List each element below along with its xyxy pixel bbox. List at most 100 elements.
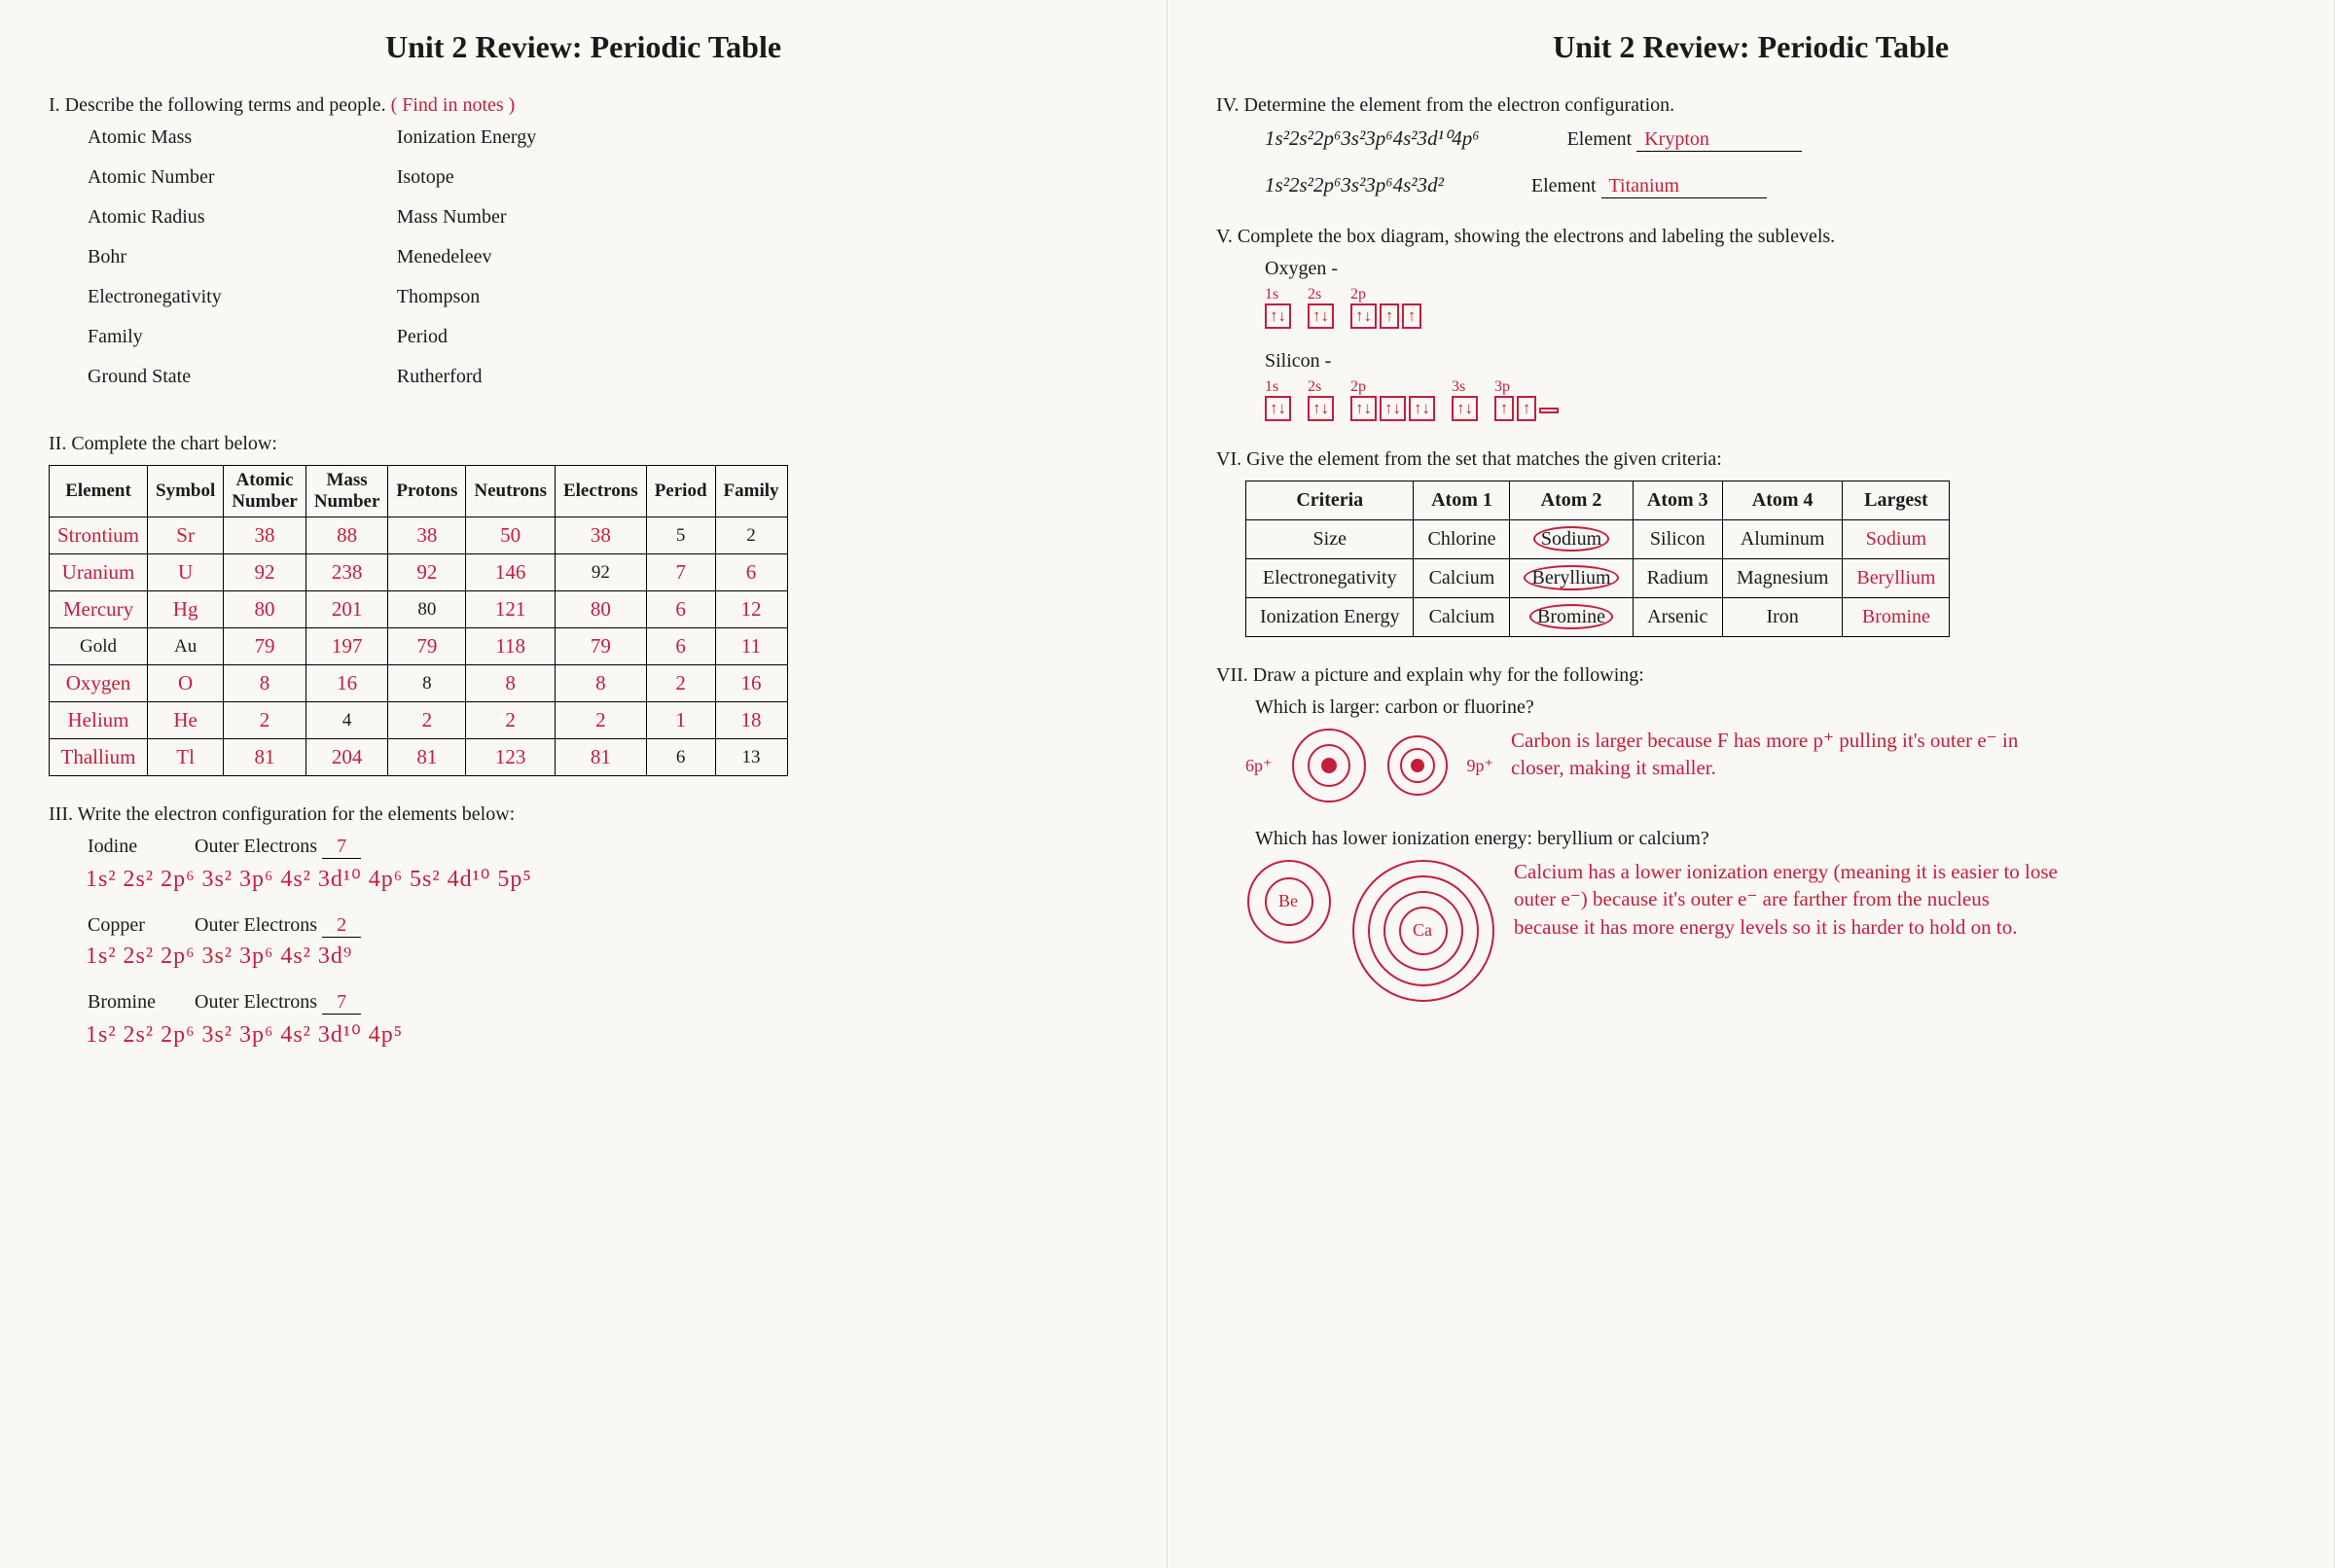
crit-cell: Chlorine (1414, 520, 1510, 559)
q1-label-left: 6p⁺ (1245, 756, 1273, 776)
table-cell: 92 (388, 554, 466, 591)
fluorine-atom (1385, 733, 1450, 798)
table-cell: 80 (224, 591, 306, 628)
s1-head: I. Describe the following terms and peop… (49, 94, 1118, 117)
s5-head: V. Complete the box diagram, showing the… (1216, 226, 2285, 248)
table-cell: 201 (305, 591, 388, 628)
crit-header: Largest (1843, 481, 1950, 520)
orbital-group: 2p↑↓↑↑ (1350, 286, 1424, 329)
orbital-label: 2p (1350, 378, 1438, 396)
table-header: MassNumber (305, 466, 388, 517)
orbital-box: ↑↓ (1350, 303, 1377, 329)
table-cell: Sr (148, 517, 224, 554)
table-header: Electrons (555, 466, 646, 517)
crit-row: SizeChlorineSodiumSiliconAluminumSodium (1246, 520, 1950, 559)
crit-cell: Bromine (1510, 598, 1633, 637)
orbital-group: 2p↑↓↑↓↑↓ (1350, 378, 1438, 421)
table-cell: 38 (555, 517, 646, 554)
crit-cell: Beryllium (1510, 559, 1633, 598)
crit-cell: Iron (1722, 598, 1842, 637)
table-cell: 12 (715, 591, 787, 628)
s7-row2: Be Ca Calcium has a lower ionization ene… (1245, 858, 2285, 1004)
table-cell: 38 (224, 517, 306, 554)
element-label: Element Titanium (1531, 175, 1767, 198)
crit-cell: Bromine (1843, 598, 1950, 637)
table-cell: Mercury (50, 591, 148, 628)
table-cell: Uranium (50, 554, 148, 591)
table-cell: 11 (715, 628, 787, 665)
table-cell: 8 (224, 665, 306, 702)
orbital-group: 3s↑↓ (1452, 378, 1481, 421)
beryllium-atom: Be (1245, 858, 1333, 945)
table-cell: Tl (148, 739, 224, 776)
table-cell: 121 (466, 591, 556, 628)
crit-cell: Size (1246, 520, 1414, 559)
table-cell: Oxygen (50, 665, 148, 702)
crit-cell: Electronegativity (1246, 559, 1414, 598)
s1-handnote: ( Find in notes ) (391, 94, 516, 116)
page-left: Unit 2 Review: Periodic Table I. Describ… (0, 0, 1168, 1568)
table-header: Neutrons (466, 466, 556, 517)
table-cell: 118 (466, 628, 556, 665)
orbital-diagram: 1s↑↓2s↑↓2p↑↓↑↑ (1265, 286, 2285, 329)
table-cell: Hg (148, 591, 224, 628)
crit-cell: Arsenic (1633, 598, 1722, 637)
table-cell: O (148, 665, 224, 702)
section-7: VII. Draw a picture and explain why for … (1216, 664, 2285, 1004)
econf-item: BromineOuter Electrons 7 (49, 991, 1118, 1015)
table-cell: Helium (50, 702, 148, 739)
table-cell: 2 (555, 702, 646, 739)
s2-head: II. Complete the chart below: (49, 433, 1118, 455)
table-cell: 38 (388, 517, 466, 554)
orbital-box: ↑↓ (1265, 303, 1291, 329)
table-cell: 6 (646, 739, 715, 776)
s7-a2: Calcium has a lower ionization energy (m… (1514, 858, 2059, 941)
term-item: Isotope (397, 166, 536, 189)
orbital-box: ↑↓ (1350, 396, 1377, 421)
s4-row: 1s²2s²2p⁶3s²3p⁶4s²3d²Element Titanium (1265, 173, 2285, 198)
orbital-box (1539, 408, 1559, 413)
table-cell: 197 (305, 628, 388, 665)
econf-config: 1s² 2s² 2p⁶ 3s² 3p⁶ 4s² 3d⁹ (86, 944, 1118, 970)
orbital-box: ↑↓ (1380, 396, 1406, 421)
terms-left: Atomic MassAtomic NumberAtomic RadiusBoh… (88, 126, 222, 406)
table-row: ThalliumTl812048112381613 (50, 739, 788, 776)
table-cell: 79 (555, 628, 646, 665)
table-header: Period (646, 466, 715, 517)
orbital-label: 1s (1265, 286, 1294, 303)
be-label: Be (1278, 891, 1298, 911)
crit-row: Ionization EnergyCalciumBromineArsenicIr… (1246, 598, 1950, 637)
table-row: GoldAu791977911879611 (50, 628, 788, 665)
q1-label-right: 9p⁺ (1467, 756, 1494, 776)
orbital-label: 1s (1265, 378, 1294, 396)
table-row: UraniumU92238921469276 (50, 554, 788, 591)
s7-q1: Which is larger: carbon or fluorine? (1255, 696, 2285, 719)
term-item: Atomic Number (88, 166, 222, 189)
table-cell: 2 (646, 665, 715, 702)
orbital-diagram: 1s↑↓2s↑↓2p↑↓↑↓↑↓3s↑↓3p↑↑ (1265, 378, 2285, 421)
table-cell: 79 (224, 628, 306, 665)
table-cell: 4 (305, 702, 388, 739)
orbital-group: 2s↑↓ (1308, 378, 1337, 421)
section-1: I. Describe the following terms and peop… (49, 94, 1118, 406)
table-cell: 16 (715, 665, 787, 702)
term-item: Period (397, 326, 536, 348)
electron-formula: 1s²2s²2p⁶3s²3p⁶4s²3d¹⁰4p⁶ (1265, 126, 1480, 151)
table-cell: U (148, 554, 224, 591)
term-item: Family (88, 326, 222, 348)
element-label: Element Krypton (1567, 128, 1803, 152)
crit-row: ElectronegativityCalciumBerylliumRadiumM… (1246, 559, 1950, 598)
table-cell: 16 (305, 665, 388, 702)
orbital-label: 3p (1494, 378, 1562, 396)
s1-head-text: I. Describe the following terms and peop… (49, 94, 386, 116)
criteria-table: CriteriaAtom 1Atom 2Atom 3Atom 4LargestS… (1245, 481, 1950, 637)
orbital-group: 2s↑↓ (1308, 286, 1337, 329)
s6-head: VI. Give the element from the set that m… (1216, 448, 2285, 471)
orbital-box: ↑↓ (1452, 396, 1478, 421)
orbital-box: ↑↓ (1308, 303, 1334, 329)
table-header: Element (50, 466, 148, 517)
table-cell: Au (148, 628, 224, 665)
page-title: Unit 2 Review: Periodic Table (49, 29, 1118, 65)
term-item: Ionization Energy (397, 126, 536, 149)
table-row: MercuryHg802018012180612 (50, 591, 788, 628)
